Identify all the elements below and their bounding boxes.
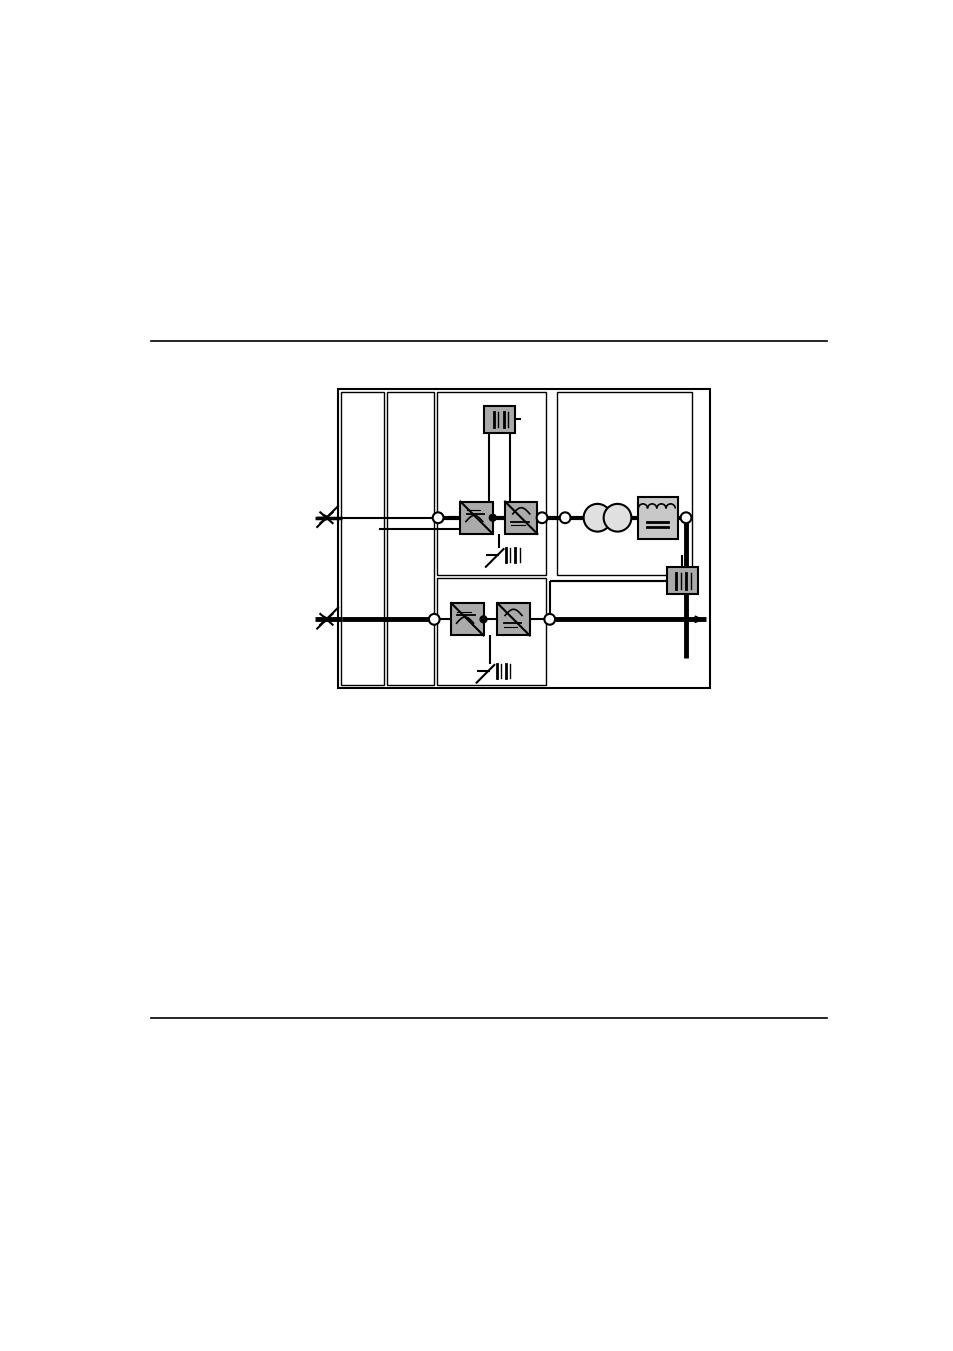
Bar — [637, 497, 677, 539]
Circle shape — [583, 504, 611, 531]
Bar — [436, 392, 545, 574]
Circle shape — [429, 613, 439, 624]
Bar — [460, 501, 493, 534]
Bar — [451, 603, 483, 635]
Bar — [504, 501, 537, 534]
Circle shape — [559, 512, 570, 523]
Bar — [387, 392, 434, 685]
Bar — [497, 603, 529, 635]
Bar — [337, 389, 709, 688]
Circle shape — [480, 616, 486, 623]
Circle shape — [433, 512, 443, 523]
Circle shape — [603, 504, 631, 531]
Circle shape — [537, 512, 547, 523]
Bar — [484, 405, 515, 432]
Bar — [341, 392, 384, 685]
Circle shape — [679, 512, 691, 523]
Bar — [666, 567, 697, 594]
Circle shape — [544, 613, 555, 624]
Bar — [436, 578, 545, 685]
Bar — [557, 392, 692, 574]
Circle shape — [489, 515, 496, 521]
